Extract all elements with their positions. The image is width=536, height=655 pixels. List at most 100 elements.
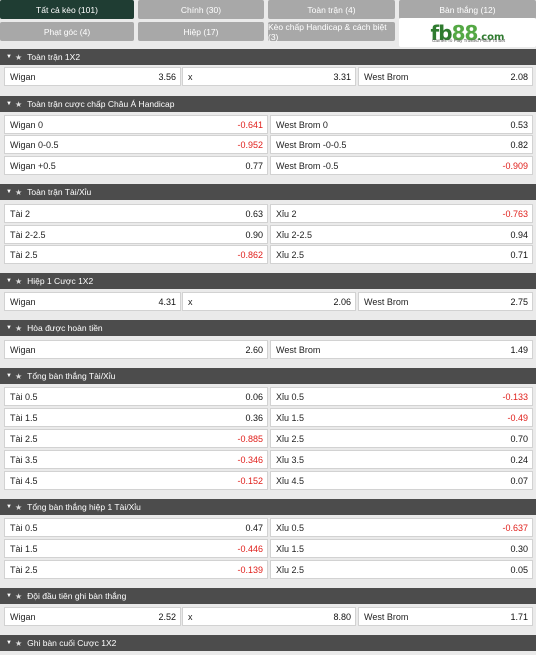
collapse-caret-icon[interactable]: ▼: [6, 504, 12, 510]
odds-cell[interactable]: Tài 2-2.5 0.90: [4, 225, 268, 244]
odds-cell[interactable]: Tài 2 0.63: [4, 204, 268, 223]
favorite-star-icon[interactable]: ★: [14, 276, 23, 286]
tab-all[interactable]: Tất cả kèo (101): [0, 0, 134, 19]
section-title: Toàn trận cược chấp Châu Á Handicap: [27, 99, 175, 109]
odds-cell[interactable]: Wigan 2.60: [4, 340, 268, 359]
tab-handicap[interactable]: Kèo chấp Handicap & cách biệt (3): [268, 22, 395, 42]
odds-cell[interactable]: Wigan +0.5 0.77: [4, 156, 268, 175]
collapse-caret-icon[interactable]: ▼: [6, 325, 12, 331]
odds-cell[interactable]: Wigan 2.52: [4, 607, 181, 626]
section-header-last-goal-1x2[interactable]: ▼ ★ Ghi bàn cuối Cược 1X2: [0, 635, 536, 651]
odds-cell[interactable]: x 2.06: [182, 292, 356, 311]
favorite-star-icon[interactable]: ★: [14, 371, 23, 381]
logo-wordmark: fb88.com: [430, 20, 505, 45]
section-header-over-under[interactable]: ▼ ★ Toàn trận Tài/Xỉu: [0, 184, 536, 200]
odds-cell[interactable]: x 8.80: [182, 607, 356, 626]
odds-row: Tài 2 0.63 Xỉu 2 -0.763: [0, 204, 536, 223]
section-title: Hòa được hoàn tiền: [27, 323, 103, 333]
section-header-first-team-to-score[interactable]: ▼ ★ Đội đầu tiên ghi bàn thắng: [0, 588, 536, 604]
odds-row: Tài 2.5 -0.139 Xỉu 2.5 0.05: [0, 560, 536, 579]
section-header-half1-1x2[interactable]: ▼ ★ Hiệp 1 Cược 1X2: [0, 273, 536, 289]
tab-corners[interactable]: Phạt góc (4): [0, 22, 134, 41]
odds-cell[interactable]: Wigan 0-0.5 -0.952: [4, 135, 268, 154]
collapse-caret-icon[interactable]: ▼: [6, 278, 12, 284]
collapse-caret-icon[interactable]: ▼: [6, 640, 12, 646]
odds-row: Wigan 4.31 x 2.06 West Brom 2.75: [0, 292, 536, 311]
odds-cell[interactable]: Xỉu 2 -0.763: [270, 204, 533, 223]
section-header-draw-no-bet[interactable]: ▼ ★ Hòa được hoàn tiền: [0, 320, 536, 336]
tab-goals[interactable]: Bàn thắng (12): [399, 0, 536, 19]
odds-row: Tài 2-2.5 0.90 Xỉu 2-2.5 0.94: [0, 225, 536, 244]
odds-cell[interactable]: Tài 2.5 -0.862: [4, 245, 268, 264]
odds-cell[interactable]: West Brom 0 0.53: [270, 115, 533, 134]
odds-cell[interactable]: Tài 0.5 0.06: [4, 387, 268, 406]
logo-tagline: Games To Play Trusted Place To Bet: [432, 38, 506, 43]
section-title: Toàn trận 1X2: [27, 52, 81, 62]
odds-row: Tài 2.5 -0.885 Xỉu 2.5 0.70: [0, 429, 536, 448]
odds-row: Wigan +0.5 0.77 West Brom -0.5 -0.909: [0, 156, 536, 175]
odds-cell[interactable]: Xỉu 1.5 -0.49: [270, 408, 533, 427]
odds-cell[interactable]: Tài 3.5 -0.346: [4, 450, 268, 469]
section-title: Đội đầu tiên ghi bàn thắng: [27, 591, 127, 601]
section-header-total-goals[interactable]: ▼ ★ Tổng bàn thắng Tài/Xỉu: [0, 368, 536, 384]
odds-row: Tài 0.5 0.06 Xỉu 0.5 -0.133: [0, 387, 536, 406]
favorite-star-icon[interactable]: ★: [14, 502, 23, 512]
odds-cell[interactable]: Xỉu 2.5 0.71: [270, 245, 533, 264]
odds-cell[interactable]: x 3.31: [182, 67, 356, 86]
odds-row: Tài 2.5 -0.862 Xỉu 2.5 0.71: [0, 245, 536, 264]
odds-cell[interactable]: Xỉu 3.5 0.24: [270, 450, 533, 469]
favorite-star-icon[interactable]: ★: [14, 187, 23, 197]
favorite-star-icon[interactable]: ★: [14, 52, 23, 62]
odds-cell[interactable]: Xỉu 0.5 -0.133: [270, 387, 533, 406]
odds-cell[interactable]: West Brom 2.75: [358, 292, 533, 311]
odds-cell[interactable]: Tài 1.5 0.36: [4, 408, 268, 427]
odds-cell[interactable]: Wigan 4.31: [4, 292, 181, 311]
odds-row: Tài 1.5 -0.446 Xỉu 1.5 0.30: [0, 539, 536, 558]
odds-cell[interactable]: Tài 4.5 -0.152: [4, 471, 268, 490]
odds-row: Wigan 2.52 x 8.80 West Brom 1.71: [0, 607, 536, 626]
odds-cell[interactable]: Tài 2.5 -0.139: [4, 560, 268, 579]
odds-cell[interactable]: Wigan 0 -0.641: [4, 115, 268, 134]
section-header-1x2[interactable]: ▼ ★ Toàn trận 1X2: [0, 49, 536, 65]
odds-cell[interactable]: Xỉu 4.5 0.07: [270, 471, 533, 490]
odds-cell[interactable]: Xỉu 2-2.5 0.94: [270, 225, 533, 244]
section-header-asian-handicap[interactable]: ▼ ★ Toàn trận cược chấp Châu Á Handicap: [0, 96, 536, 112]
section-header-half1-total-goals[interactable]: ▼ ★ Tổng bàn thắng hiệp 1 Tài/Xỉu: [0, 499, 536, 515]
favorite-star-icon[interactable]: ★: [14, 323, 23, 333]
tab-main[interactable]: Chính (30): [138, 0, 264, 19]
odds-row: Wigan 0 -0.641 West Brom 0 0.53: [0, 115, 536, 134]
odds-row: Wigan 2.60 West Brom 1.49: [0, 340, 536, 359]
odds-cell[interactable]: Xỉu 2.5 0.70: [270, 429, 533, 448]
odds-row: Tài 0.5 0.47 Xỉu 0.5 -0.637: [0, 518, 536, 537]
odds-cell[interactable]: West Brom -0.5 -0.909: [270, 156, 533, 175]
favorite-star-icon[interactable]: ★: [14, 591, 23, 601]
collapse-caret-icon[interactable]: ▼: [6, 101, 12, 107]
odds-cell[interactable]: Xỉu 0.5 -0.637: [270, 518, 533, 537]
odds-row: Wigan 0-0.5 -0.952 West Brom -0-0.5 0.82: [0, 135, 536, 154]
odds-cell[interactable]: West Brom 2.08: [358, 67, 533, 86]
odds-cell[interactable]: Xỉu 2.5 0.05: [270, 560, 533, 579]
odds-cell[interactable]: West Brom 1.71: [358, 607, 533, 626]
odds-cell[interactable]: Tài 0.5 0.47: [4, 518, 268, 537]
collapse-caret-icon[interactable]: ▼: [6, 189, 12, 195]
odds-row: Tài 3.5 -0.346 Xỉu 3.5 0.24: [0, 450, 536, 469]
market-tabs: Tất cả kèo (101) Chính (30) Toàn trận (4…: [0, 0, 536, 47]
tab-full-time[interactable]: Toàn trận (4): [268, 0, 395, 19]
section-title: Toàn trận Tài/Xỉu: [27, 187, 92, 197]
odds-cell[interactable]: Tài 2.5 -0.885: [4, 429, 268, 448]
favorite-star-icon[interactable]: ★: [14, 638, 23, 648]
odds-cell[interactable]: West Brom 1.49: [270, 340, 533, 359]
collapse-caret-icon[interactable]: ▼: [6, 373, 12, 379]
odds-cell[interactable]: Tài 1.5 -0.446: [4, 539, 268, 558]
odds-cell[interactable]: Xỉu 1.5 0.30: [270, 539, 533, 558]
odds-cell[interactable]: Wigan 3.56: [4, 67, 181, 86]
odds-row: Tài 4.5 -0.152 Xỉu 4.5 0.07: [0, 471, 536, 490]
collapse-caret-icon[interactable]: ▼: [6, 593, 12, 599]
tab-half[interactable]: Hiệp (17): [138, 22, 264, 41]
favorite-star-icon[interactable]: ★: [14, 99, 23, 109]
odds-cell[interactable]: West Brom -0-0.5 0.82: [270, 135, 533, 154]
collapse-caret-icon[interactable]: ▼: [6, 54, 12, 60]
odds-row: Tài 1.5 0.36 Xỉu 1.5 -0.49: [0, 408, 536, 427]
section-title: Tổng bàn thắng Tài/Xỉu: [27, 371, 116, 381]
fb88-logo[interactable]: fb88.com Games To Play Trusted Place To …: [399, 18, 536, 47]
